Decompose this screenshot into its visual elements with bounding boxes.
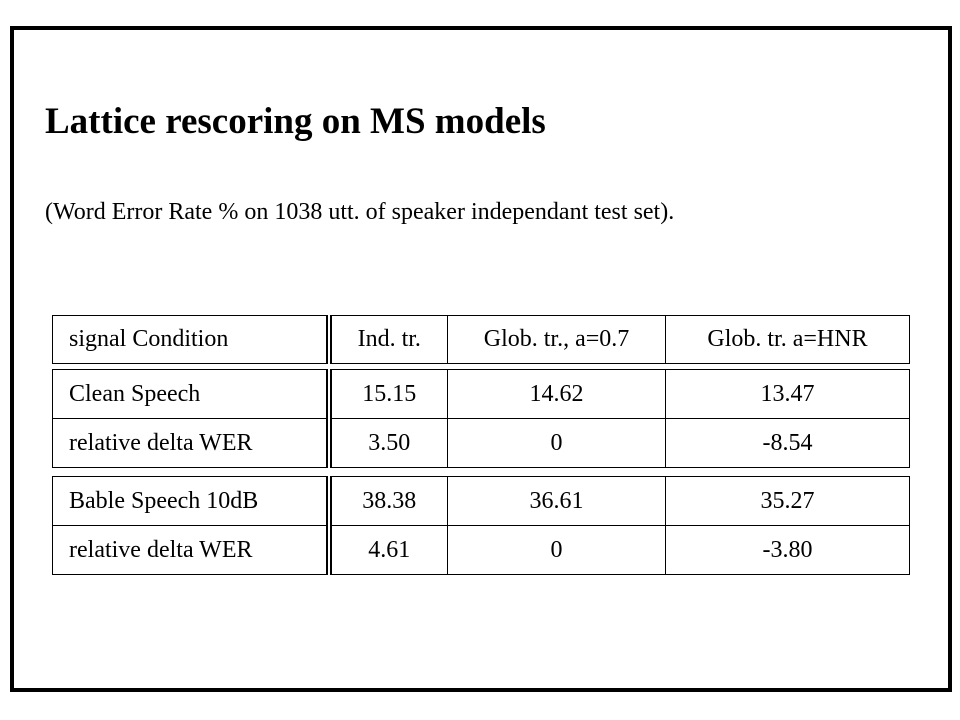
cell: Glob. tr. a=HNR xyxy=(665,315,910,364)
cell: Glob. tr., a=0.7 xyxy=(447,315,666,364)
row-label: relative delta WER xyxy=(52,525,332,575)
table-block: Clean Speech 15.15 14.62 13.47 relative delt… xyxy=(52,369,910,468)
cell: 0 xyxy=(447,418,666,468)
table-block: signal Condition Ind. tr. Glob. tr., a=0.7… xyxy=(52,315,910,364)
table-row: Clean Speech 15.15 14.62 13.47 xyxy=(52,369,910,419)
cell: 15.15 xyxy=(328,369,448,419)
cell: 3.50 xyxy=(328,418,448,468)
cell: 14.62 xyxy=(447,369,666,419)
cell: 38.38 xyxy=(328,476,448,526)
table-row: relative delta WER 3.50 0 -8.54 xyxy=(52,418,910,468)
cell: 36.61 xyxy=(447,476,666,526)
cell: -3.80 xyxy=(665,525,910,575)
row-label: Clean Speech xyxy=(52,369,332,419)
row-label: signal Condition xyxy=(52,315,332,364)
title: Lattice rescoring on MS models xyxy=(45,101,546,142)
table-body: Clean Speech 15.15 14.62 13.47 relative delt… xyxy=(52,369,910,468)
cell: 0 xyxy=(447,525,666,575)
table-body: Bable Speech 10dB 38.38 36.61 35.27 relative… xyxy=(52,476,910,575)
table-row: signal Condition Ind. tr. Glob. tr., a=0.7… xyxy=(52,315,910,364)
cell: 35.27 xyxy=(665,476,910,526)
table-row: relative delta WER 4.61 0 -3.80 xyxy=(52,525,910,575)
cell: 4.61 xyxy=(328,525,448,575)
cell: -8.54 xyxy=(665,418,910,468)
row-label: Bable Speech 10dB xyxy=(52,476,332,526)
table-block: Bable Speech 10dB 38.38 36.61 35.27 relative… xyxy=(52,476,910,575)
cell: Ind. tr. xyxy=(328,315,448,364)
subtitle: (Word Error Rate % on 1038 utt. of speak… xyxy=(45,199,675,225)
cell: 13.47 xyxy=(665,369,910,419)
slide-frame xyxy=(10,26,952,692)
table-body: signal Condition Ind. tr. Glob. tr., a=0.7… xyxy=(52,315,910,364)
row-label: relative delta WER xyxy=(52,418,332,468)
table-row: Bable Speech 10dB 38.38 36.61 35.27 xyxy=(52,476,910,526)
